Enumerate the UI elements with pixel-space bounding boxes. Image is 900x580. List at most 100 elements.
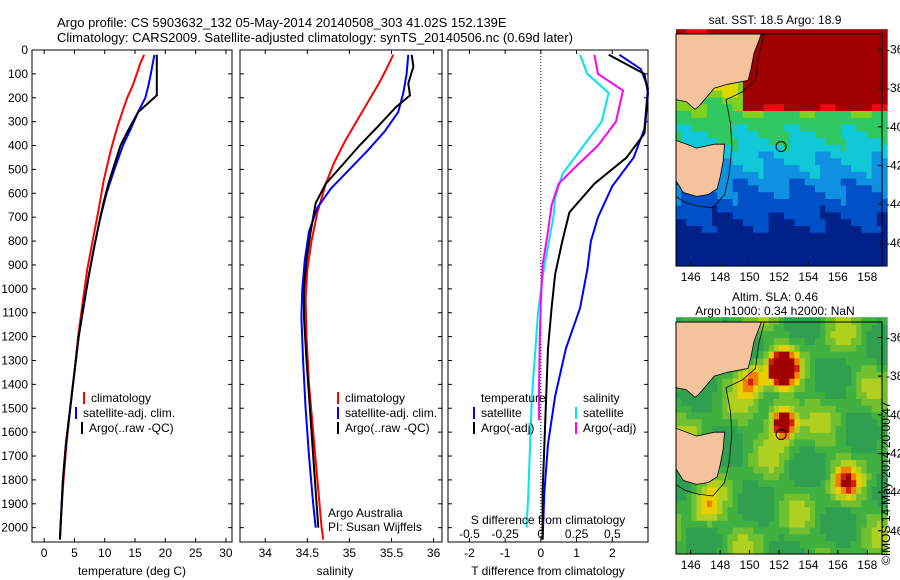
map-cell [727,130,734,139]
map-cell [794,42,801,51]
map-cell [825,486,831,494]
map-cell [815,357,821,366]
map-cell [758,445,765,454]
depth-label-800: 800 [8,234,28,248]
map-cell [737,245,744,254]
map-cell [773,513,780,521]
map-cell [809,506,816,514]
map-cell [799,245,806,254]
map-cell [748,364,754,372]
map-cell [840,411,847,420]
map-cell [784,411,790,420]
map-cell [691,198,698,206]
map-cell [691,252,698,260]
map-cell [676,486,682,494]
map-cell [804,90,811,98]
map-cell [789,157,795,166]
map-cell [748,418,754,427]
map-cell [691,205,698,213]
map-cell [758,506,765,514]
map-cell [748,445,754,454]
map-cell [804,157,811,166]
map-cell [717,398,723,406]
map-cell [676,123,682,132]
map-cell [701,130,708,139]
difference-series-0 [541,53,650,540]
map-cell [753,344,759,352]
map-cell [691,411,698,420]
map-cell [763,63,770,71]
map-cell [851,499,857,508]
map-cell [861,117,868,125]
map-cell [779,225,785,233]
map-cell [840,459,847,467]
map-cell [763,411,770,420]
map-cell [763,432,770,440]
map-cell [701,117,708,125]
map-cell [763,35,770,44]
map-cell [825,171,831,179]
map-cell [691,259,698,267]
map-cell [825,513,831,521]
map-cell [753,317,759,325]
map-cell [779,238,785,247]
map-cell [856,178,862,186]
map-cell [809,391,816,399]
map-cell [748,103,754,111]
map-cell [763,384,770,393]
map-cell [840,171,847,179]
map-cell [876,486,883,494]
map-cell [722,123,728,132]
map-cell [866,330,873,339]
map-cell [845,540,852,548]
map-cell [701,547,708,555]
map-cell [851,351,857,359]
map-cell [835,144,842,152]
map-cell [882,171,888,179]
lon-label-154: 154 [798,558,818,572]
map-cell [773,425,780,433]
map-cell [851,110,857,118]
map-cell [794,29,801,37]
map-cell [779,499,785,508]
map-cell [845,117,852,125]
map-cell [773,452,780,460]
x-label-5: 5 [71,546,78,560]
map-cell [825,337,831,345]
map-cell [815,157,821,166]
map-cell [799,117,806,125]
map-cell [758,439,765,447]
map-cell [696,405,703,413]
map-cell [820,378,826,386]
map-cell [686,391,692,399]
map-cell [676,398,682,406]
map-cell [830,232,837,240]
map-cell [758,323,765,332]
map-cell [789,42,795,51]
temperature-series-2 [58,54,158,540]
map-cell [830,337,837,345]
map-cell [825,35,831,44]
map-cell [753,479,759,487]
map-cell [681,540,687,548]
map-cell [861,103,868,111]
map-cell [825,184,831,193]
map-cell [758,164,765,172]
map-cell [779,164,785,172]
map-cell [758,137,765,145]
map-cell [825,540,831,548]
x-label-1: 1 [573,546,580,560]
map-cell [871,29,878,37]
map-cell [871,144,878,152]
map-cell [825,178,831,186]
map-cell [804,479,811,487]
map-cell [835,151,842,159]
map-cell [732,238,739,247]
map-cell [681,533,687,542]
map-cell [876,96,883,105]
map-cell [706,391,713,399]
map-cell [804,391,811,399]
map-cell [866,513,873,521]
map-cell [727,191,734,199]
map-cell [851,76,857,84]
